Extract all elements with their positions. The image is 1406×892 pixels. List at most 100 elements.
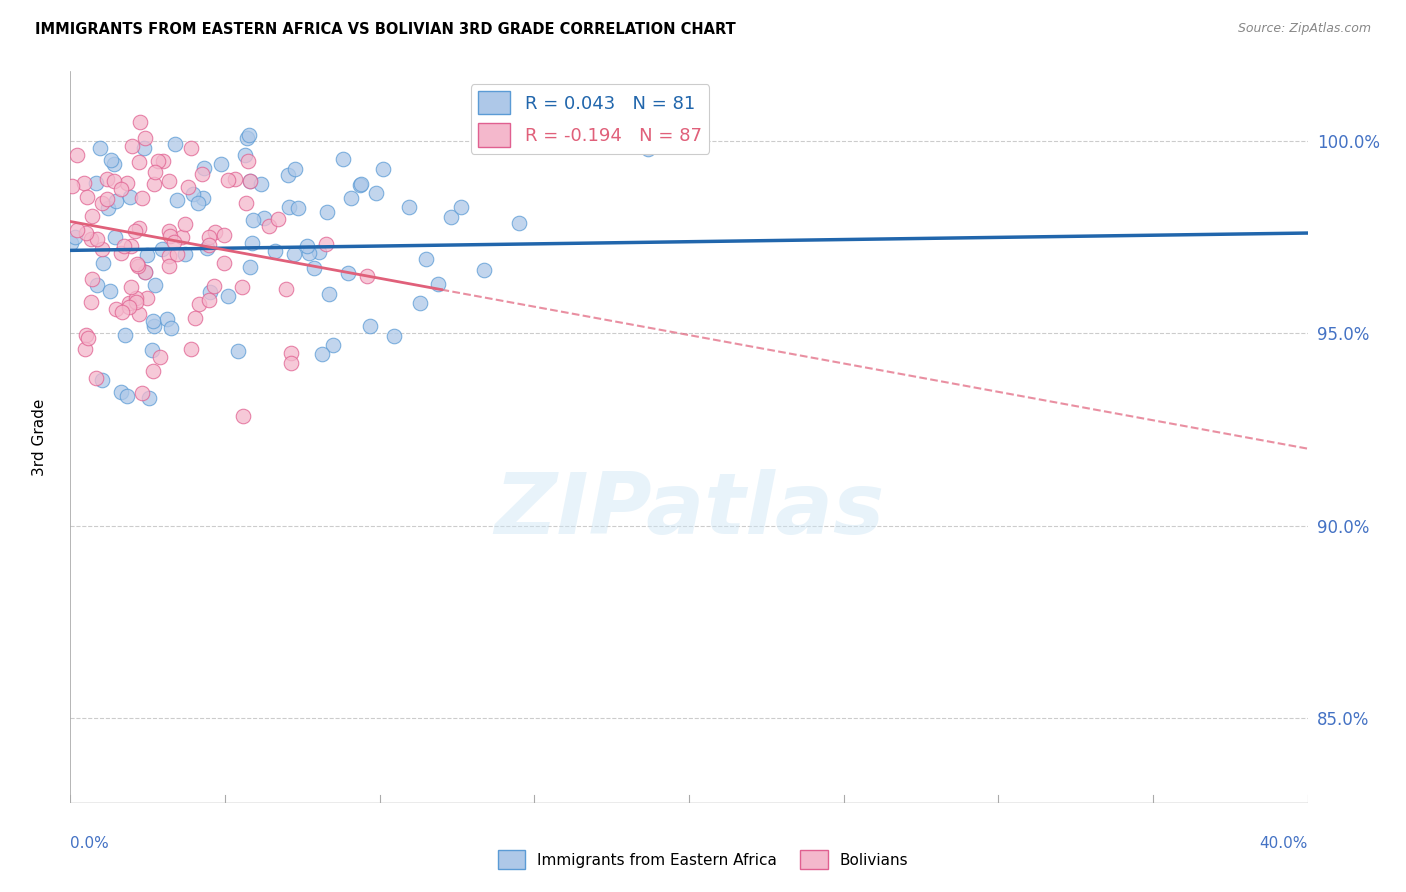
Point (73, 176, 96, 190)
Point (166, 247, 188, 261)
Point (131, 386, 153, 401)
Point (65, 230, 87, 244)
Point (100, 153, 122, 168)
Point (115, 389, 138, 403)
Point (104, 229, 127, 244)
Point (198, 237, 221, 252)
Point (318, 287, 340, 301)
Point (177, 180, 200, 194)
Point (120, 190, 142, 204)
Point (157, 224, 180, 238)
Point (350, 177, 373, 191)
Point (76, 330, 98, 344)
Point (356, 269, 378, 284)
Point (193, 161, 215, 175)
Point (209, 156, 232, 170)
Point (232, 409, 254, 423)
Point (141, 313, 163, 327)
Point (359, 318, 381, 333)
Point (117, 176, 139, 190)
Point (181, 187, 204, 202)
Point (142, 177, 165, 191)
Point (75, 342, 97, 356)
Point (398, 200, 420, 214)
Point (322, 338, 344, 352)
Point (110, 182, 132, 196)
Point (382, 328, 405, 343)
Point (128, 154, 150, 169)
Point (136, 291, 159, 305)
Point (253, 211, 276, 225)
Point (96, 192, 118, 206)
Point (91, 242, 114, 256)
Point (280, 356, 302, 370)
Point (172, 230, 194, 244)
Point (129, 115, 152, 129)
Point (278, 200, 301, 214)
Text: Source: ZipAtlas.com: Source: ZipAtlas.com (1237, 22, 1371, 36)
Point (103, 157, 125, 171)
Point (267, 211, 290, 226)
Point (508, 216, 530, 230)
Point (134, 265, 156, 279)
Point (472, 262, 495, 277)
Point (242, 213, 264, 227)
Point (302, 261, 325, 276)
Point (125, 291, 148, 305)
Point (96, 172, 118, 186)
Point (409, 295, 432, 310)
Point (79, 294, 101, 309)
Point (97, 202, 120, 216)
Point (257, 219, 280, 233)
Point (76, 190, 98, 204)
Point (128, 307, 150, 321)
Point (197, 230, 219, 244)
Point (89, 141, 111, 155)
Point (103, 173, 125, 187)
Point (110, 385, 132, 400)
Point (180, 141, 202, 155)
Point (84, 176, 107, 190)
Point (152, 242, 174, 256)
Point (236, 131, 259, 145)
Text: IMMIGRANTS FROM EASTERN AFRICA VS BOLIVIAN 3RD GRADE CORRELATION CHART: IMMIGRANTS FROM EASTERN AFRICA VS BOLIVI… (35, 22, 735, 37)
Point (134, 265, 156, 279)
Point (198, 285, 221, 299)
Point (238, 128, 260, 142)
Point (127, 257, 149, 271)
Point (193, 191, 215, 205)
Point (159, 228, 181, 243)
Text: ZIPatlas: ZIPatlas (494, 468, 884, 552)
Point (240, 235, 263, 250)
Point (121, 138, 143, 153)
Point (136, 248, 159, 262)
Point (127, 259, 149, 273)
Point (195, 241, 218, 255)
Point (274, 282, 297, 296)
Point (202, 279, 225, 293)
Point (157, 259, 180, 273)
Point (156, 311, 179, 326)
Point (90, 373, 112, 387)
Point (128, 221, 150, 235)
Point (66, 223, 89, 237)
Point (440, 210, 463, 224)
Point (283, 247, 305, 261)
Point (637, 142, 659, 156)
Point (373, 161, 395, 176)
Point (336, 266, 359, 280)
Point (197, 293, 219, 308)
Point (366, 186, 388, 200)
Point (152, 153, 174, 168)
Legend: Immigrants from Eastern Africa, Bolivians: Immigrants from Eastern Africa, Bolivian… (492, 844, 914, 875)
Point (120, 280, 142, 294)
Point (111, 305, 134, 319)
Point (80, 232, 103, 246)
Point (214, 255, 236, 269)
Point (311, 347, 333, 361)
Point (86, 232, 108, 246)
Point (214, 228, 236, 243)
Point (277, 168, 299, 182)
Point (142, 319, 165, 334)
Point (315, 236, 337, 251)
